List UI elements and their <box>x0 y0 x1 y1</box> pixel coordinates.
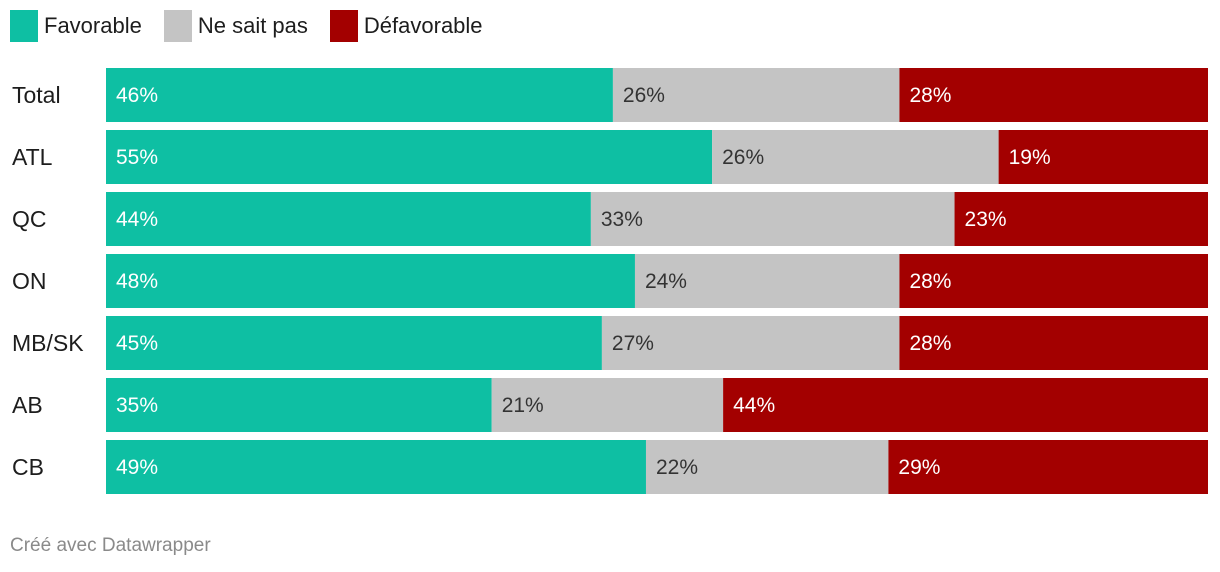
value-label-qc-favorable: 44% <box>116 208 158 231</box>
bar-mb-sk-ne-sait-pas <box>601 316 900 370</box>
datawrapper-credit: Créé avec Datawrapper <box>10 535 211 556</box>
bar-qc-defavorable <box>954 192 1208 246</box>
legend-swatch-defavorable <box>329 10 358 42</box>
bar-ab-favorable <box>106 378 492 432</box>
row-label-total: Total <box>12 82 61 108</box>
value-label-on-ne-sait-pas: 24% <box>645 270 687 293</box>
value-label-cb-favorable: 49% <box>116 456 158 479</box>
bar-ab-defavorable <box>723 378 1208 432</box>
bar-mb-sk-favorable <box>106 316 602 370</box>
value-label-cb-defavorable: 29% <box>898 456 940 479</box>
bar-atl-ne-sait-pas <box>712 130 999 184</box>
value-label-total-defavorable: 28% <box>909 84 951 107</box>
bar-row-cb: CB 49% 22% 29% <box>12 440 1208 494</box>
bar-total-favorable <box>106 68 613 122</box>
value-label-atl-favorable: 55% <box>116 146 158 169</box>
bar-on-ne-sait-pas <box>634 254 900 308</box>
bar-cb-ne-sait-pas <box>645 440 889 494</box>
value-label-total-ne-sait-pas: 26% <box>623 84 665 107</box>
value-label-mb-sk-defavorable: 28% <box>909 332 951 355</box>
value-label-cb-ne-sait-pas: 22% <box>656 456 698 479</box>
legend-label-defavorable: Défavorable <box>363 13 483 38</box>
value-label-atl-ne-sait-pas: 26% <box>722 146 764 169</box>
bar-row-on: ON 48% 24% 28% <box>12 254 1208 308</box>
bar-row-qc: QC 44% 33% 23% <box>12 192 1208 246</box>
bar-on-defavorable <box>899 254 1208 308</box>
value-label-ab-defavorable: 44% <box>733 394 775 417</box>
bar-atl-favorable <box>106 130 713 184</box>
bar-row-ab: AB 35% 21% 44% <box>12 378 1208 432</box>
bar-total-ne-sait-pas <box>612 68 900 122</box>
value-label-qc-ne-sait-pas: 33% <box>601 208 643 231</box>
row-label-on: ON <box>12 268 47 294</box>
row-label-ab: AB <box>12 392 43 418</box>
value-label-atl-defavorable: 19% <box>1009 146 1051 169</box>
value-label-on-favorable: 48% <box>116 270 158 293</box>
row-label-cb: CB <box>12 454 44 480</box>
value-label-mb-sk-ne-sait-pas: 27% <box>612 332 654 355</box>
value-label-total-favorable: 46% <box>116 84 158 107</box>
row-label-mb-sk: MB/SK <box>12 330 84 356</box>
row-label-qc: QC <box>12 206 47 232</box>
bar-ab-ne-sait-pas <box>491 378 724 432</box>
value-label-ab-favorable: 35% <box>116 394 158 417</box>
bar-row-atl: ATL 55% 26% 19% <box>12 130 1208 184</box>
bar-cb-defavorable <box>888 440 1208 494</box>
value-label-ab-ne-sait-pas: 21% <box>502 394 544 417</box>
legend-label-favorable: Favorable <box>44 13 142 38</box>
bar-total-defavorable <box>899 68 1208 122</box>
legend-item-favorable: Favorable <box>10 10 142 42</box>
bar-on-favorable <box>106 254 635 308</box>
legend-item-ne-sait-pas: Ne sait pas <box>163 10 308 42</box>
bar-qc-favorable <box>106 192 591 246</box>
row-label-atl: ATL <box>12 144 53 170</box>
value-label-on-defavorable: 28% <box>909 270 951 293</box>
legend-item-defavorable: Défavorable <box>329 10 483 42</box>
value-label-mb-sk-favorable: 45% <box>116 332 158 355</box>
legend-label-ne-sait-pas: Ne sait pas <box>197 13 308 38</box>
bar-row-total: Total 46% 26% 28% <box>12 68 1208 122</box>
bar-atl-defavorable <box>998 130 1208 184</box>
bar-qc-ne-sait-pas <box>590 192 955 246</box>
bar-row-mb-sk: MB/SK 45% 27% 28% <box>12 316 1208 370</box>
chart-legend: Favorable Ne sait pas Défavorable <box>10 10 505 42</box>
legend-swatch-ne-sait-pas <box>163 10 192 42</box>
value-label-qc-defavorable: 23% <box>965 208 1007 231</box>
bar-mb-sk-defavorable <box>899 316 1208 370</box>
bar-cb-favorable <box>106 440 646 494</box>
legend-swatch-favorable <box>10 10 38 42</box>
